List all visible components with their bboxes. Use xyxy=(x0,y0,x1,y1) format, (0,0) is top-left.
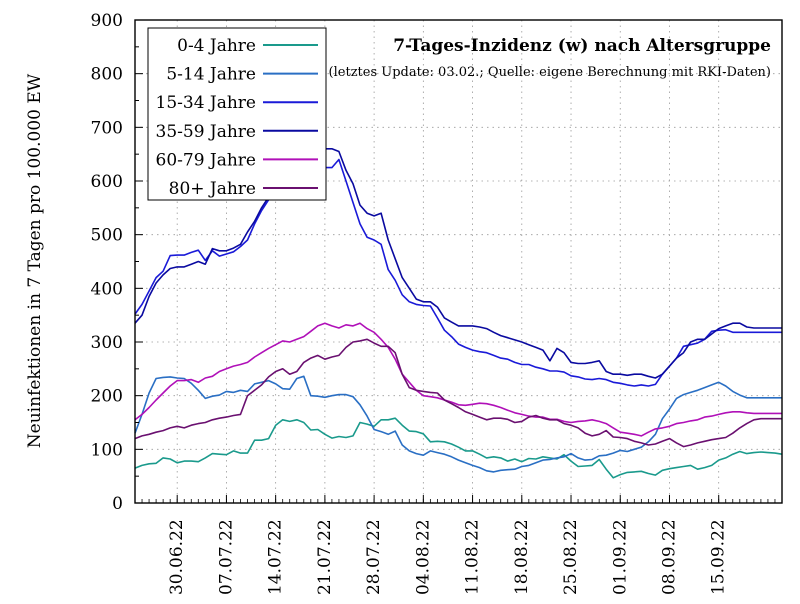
y-tick-label-500: 500 xyxy=(91,226,123,246)
legend-label-2: 15-34 Jahre xyxy=(156,93,257,113)
x-tick-label-0: 30.06.22 xyxy=(167,519,187,595)
series-line-0 xyxy=(134,417,783,479)
legend: 0-4 Jahre 5-14 Jahre 15-34 Jahre 35-59 Jahr… xyxy=(147,27,327,201)
chart-subtitle: (letztes Update: 03.02.; Quelle: eigene … xyxy=(329,65,771,80)
y-tick-label-300: 300 xyxy=(91,333,123,353)
y-tick-label-600: 600 xyxy=(91,172,123,192)
x-tick-label-11: 15.09.22 xyxy=(709,519,729,595)
series-line-3 xyxy=(134,140,782,379)
x-tick-label-8: 25.08.22 xyxy=(561,519,581,595)
x-tick-label-7: 18.08.22 xyxy=(512,519,532,595)
legend-box xyxy=(147,27,327,201)
x-tick-label-5: 04.08.22 xyxy=(413,519,433,595)
y-axis-label: Neuinfektionen in 7 Tagen pro 100.000 EW xyxy=(25,73,45,448)
series-line-1 xyxy=(134,375,782,473)
x-tick-label-2: 14.07.22 xyxy=(266,519,286,595)
chart-title: 7-Tages-Inzidenz (w) nach Altersgruppe xyxy=(393,36,771,56)
x-tick-label-3: 21.07.22 xyxy=(315,519,335,595)
x-tick-label-6: 11.08.22 xyxy=(463,519,483,595)
x-tick-label-9: 01.09.22 xyxy=(610,519,630,595)
y-tick-label-0: 0 xyxy=(112,494,123,514)
legend-label-0: 0-4 Jahre xyxy=(177,36,256,56)
legend-label-3: 35-59 Jahre xyxy=(156,122,257,142)
series-layer xyxy=(134,140,783,479)
y-tick-label-800: 800 xyxy=(91,65,123,85)
x-tick-label-4: 28.07.22 xyxy=(364,519,384,595)
x-tick-label-10: 08.09.22 xyxy=(659,519,679,595)
x-axis: 30.06.22 07.07.22 14.07.22 21.07.22 28.07.22… xyxy=(141,495,776,595)
y-tick-label-900: 900 xyxy=(91,11,123,31)
legend-label-1: 5-14 Jahre xyxy=(166,65,256,85)
series-line-4 xyxy=(134,322,782,437)
y-tick-label-700: 700 xyxy=(91,118,123,138)
series-line-5 xyxy=(134,338,782,448)
y-tick-label-200: 200 xyxy=(91,387,123,407)
legend-label-4: 60-79 Jahre xyxy=(156,150,257,170)
x-tick-label-1: 07.07.22 xyxy=(216,519,236,595)
y-axis: 0 100 200 300 400 500 600 700 800 900 xyxy=(91,11,143,514)
y-tick-label-400: 400 xyxy=(91,279,123,299)
y-tick-label-100: 100 xyxy=(91,440,123,460)
legend-label-5: 80+ Jahre xyxy=(169,179,256,199)
